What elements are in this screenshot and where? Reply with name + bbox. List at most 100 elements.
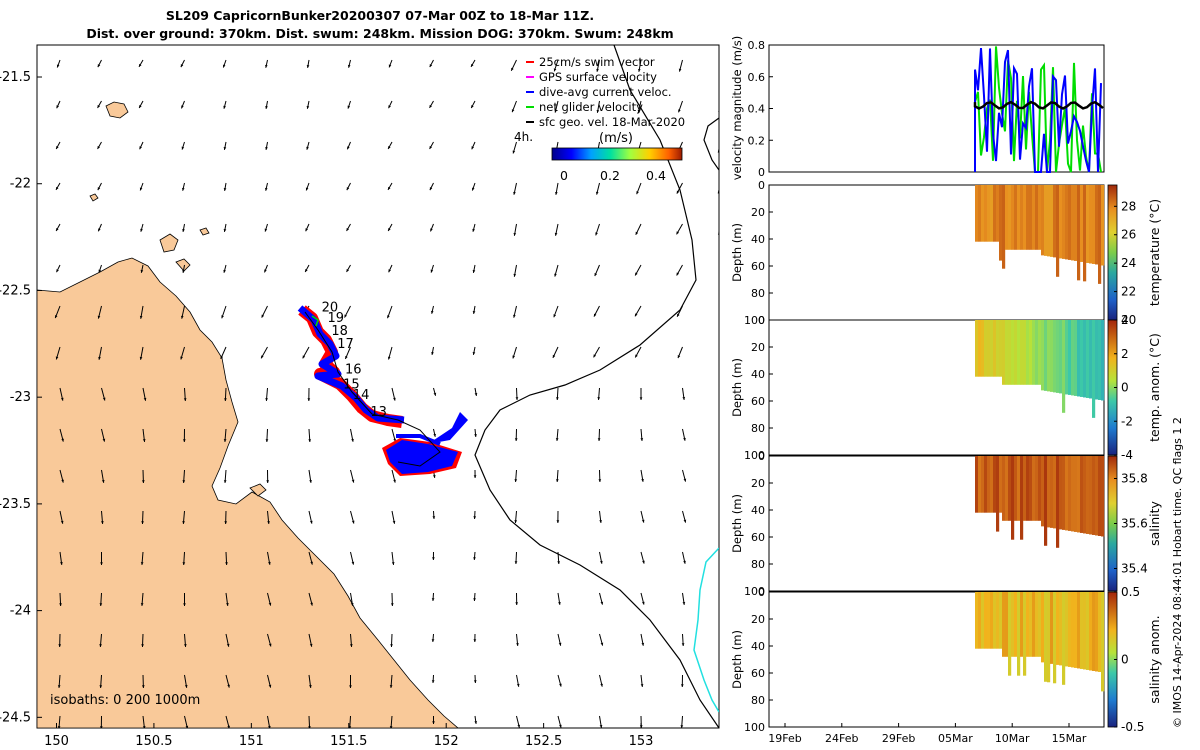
section-cell [1041,456,1045,527]
section-cell [1071,320,1075,396]
section-cell [1068,592,1072,667]
geo-arrow-head [600,683,603,687]
section-cell [1038,320,1042,385]
geo-arrow-head [261,314,265,318]
section-cell [1032,185,1036,250]
geo-arrow-head [305,228,308,232]
geo-arrow-head [513,191,516,195]
section-cell [996,320,1000,377]
section-cell [1077,592,1081,669]
geo-arrow-head [433,392,437,396]
section-cell [1029,592,1033,657]
section-cell [1098,592,1102,672]
coastline-land [37,257,459,728]
geo-arrow-head [308,726,311,728]
geo-arrow-head [268,602,272,606]
geo-arrow-head [642,560,645,564]
velocity-tick-label: 0.6 [748,71,766,84]
section-cell [993,592,997,649]
geo-arrow-head [677,355,681,359]
geo-arrow-head [429,145,433,149]
geo-arrow-head [55,356,59,360]
geo-arrow-head [635,231,639,235]
geo-arrow-head [220,355,224,359]
geo-arrow-head [635,354,638,358]
depth-tick-label: 0 [758,586,765,599]
geo-arrow-head [718,231,719,235]
section-cell [1068,320,1072,395]
depth-ylabel: Depth (m) [730,223,744,282]
section-cell [1026,185,1030,250]
section-cell [1008,320,1012,385]
colorbar-tick-label: 0 [1121,653,1129,667]
geo-arrow-head [389,685,393,688]
geo-arrow-head [268,643,272,647]
section-cell [1023,592,1027,676]
geo-arrow-head [98,228,101,232]
section-cell [1017,320,1021,385]
section-cell [1008,185,1012,250]
geo-arrow-head [139,105,142,109]
geo-arrow-head [515,602,519,605]
map-y-tick-label: -23 [10,390,31,405]
geo-arrow-head [140,228,143,232]
geo-arrow-head [56,146,59,150]
depth-tick-label: 60 [751,395,765,408]
section-cell [1014,185,1018,250]
geo-arrow-head [344,314,347,318]
section-cell [1053,185,1057,258]
section-cell [1089,320,1093,399]
section-cell [1044,320,1048,391]
geo-arrow-head [473,639,477,642]
section-cell [1044,456,1048,546]
section-cell [1047,185,1051,257]
section-cell [987,320,991,377]
geo-arrow-head [682,397,686,400]
section-cell [984,185,988,242]
section-cell [1032,456,1036,521]
geo-arrow-head [473,516,477,519]
colorbar-label-temperature: temperature (°C) [1147,199,1162,306]
geo-arrow-head [471,63,474,67]
section-cell [1068,185,1072,260]
section-cell [1026,592,1030,657]
velocity-ylabel: velocity magnitude (m/s) [730,36,744,181]
geo-arrow-head [265,398,268,401]
geo-arrow-head [97,145,101,149]
geo-arrow-head [593,354,597,358]
geo-arrow-head [184,684,188,688]
geo-arrow-head [722,643,725,646]
section-cell [1038,592,1042,657]
geo-arrow-head [637,109,641,113]
geo-arrow-head [682,602,686,605]
colorbar-tick-label: -0.5 [1121,720,1144,734]
section-cell [1062,320,1066,413]
section-cell [1017,592,1021,676]
section-cell [1098,456,1102,536]
map-x-tick-label: 151.5 [330,734,367,749]
section-cell [987,456,991,513]
geo-arrow [724,552,725,564]
section-cell [1014,456,1018,521]
geo-arrow-head [559,683,562,687]
geo-arrow-head [474,721,478,724]
isobath-200m-north [703,117,719,171]
glider-track [297,305,468,476]
section-cell [1041,320,1045,391]
geo-arrow-head [140,603,144,606]
depth-tick-label: 40 [751,640,765,653]
geo-arrow-head [56,227,59,231]
section-cell [1053,592,1057,684]
geo-arrow-head [97,64,101,68]
section-cell [1005,592,1009,657]
geo-arrow-head [557,561,560,564]
geo-arrow-head [181,146,185,150]
section-cell [1014,320,1018,385]
legend-colorbar [551,147,683,161]
geo-arrow [721,347,724,359]
geo-arrow-head [266,480,270,483]
section-cell [1086,185,1090,263]
section-cell [1074,185,1078,261]
section-cell [1095,592,1099,672]
geo-arrow-head [223,269,226,273]
